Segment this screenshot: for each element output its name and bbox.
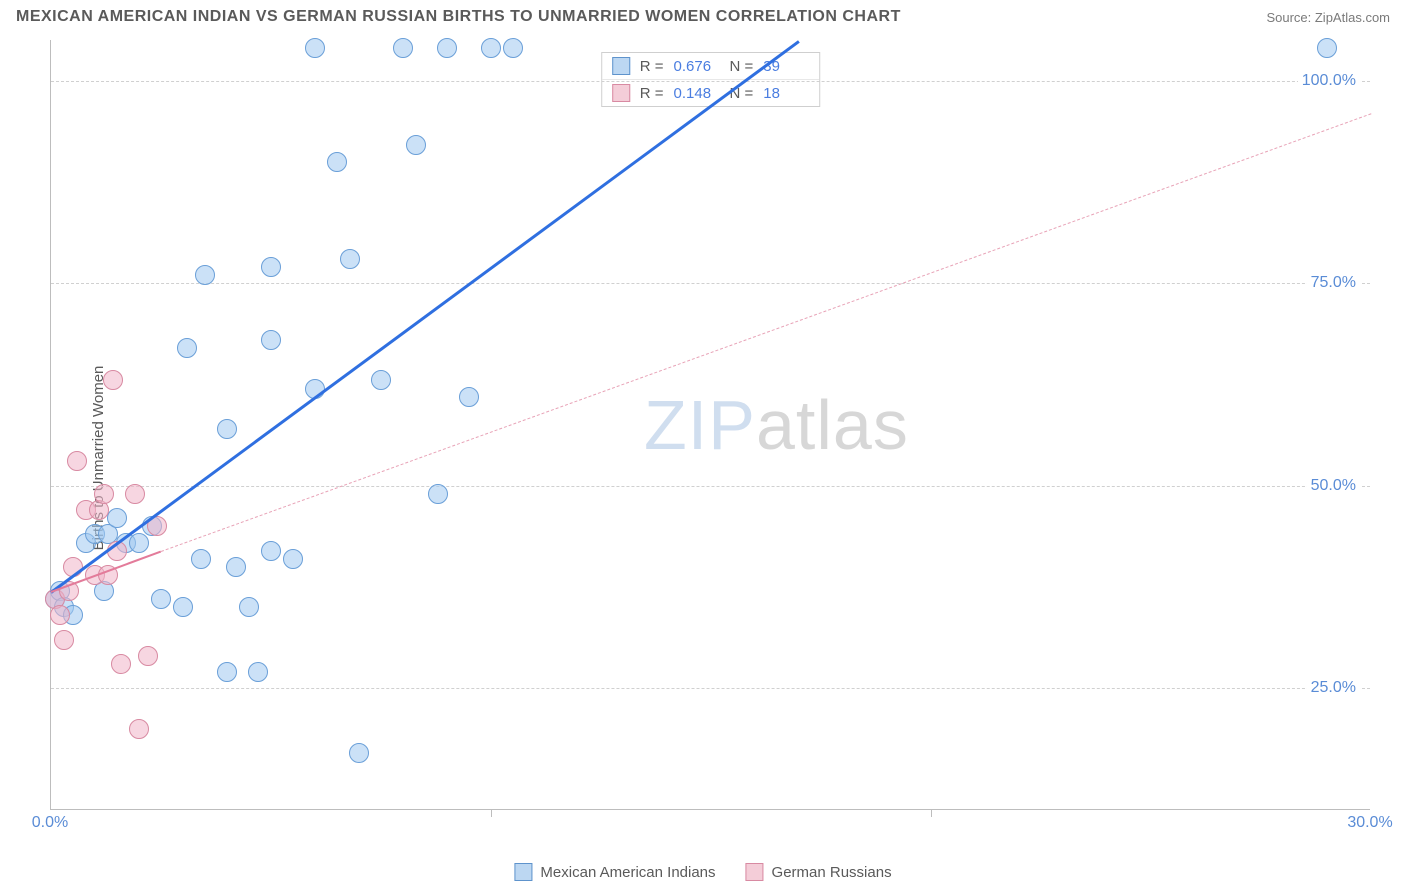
- r-value-series2: 0.148: [674, 85, 720, 102]
- scatter-point-series1: [191, 549, 211, 569]
- scatter-point-series2: [50, 605, 70, 625]
- grid-line-horizontal: [51, 283, 1370, 284]
- scatter-point-series2: [103, 370, 123, 390]
- scatter-point-series1: [481, 38, 501, 58]
- scatter-point-series1: [283, 549, 303, 569]
- scatter-point-series2: [54, 630, 74, 650]
- scatter-point-series1: [129, 533, 149, 553]
- scatter-point-series1: [217, 419, 237, 439]
- grid-line-horizontal: [51, 688, 1370, 689]
- scatter-point-series1: [459, 387, 479, 407]
- scatter-point-series2: [111, 654, 131, 674]
- scatter-point-series1: [217, 662, 237, 682]
- scatter-point-series1: [261, 541, 281, 561]
- scatter-point-series1: [393, 38, 413, 58]
- scatter-point-series2: [129, 719, 149, 739]
- r-label: R =: [640, 85, 664, 102]
- scatter-point-series1: [239, 597, 259, 617]
- x-tick-mark: [931, 809, 932, 817]
- scatter-point-series1: [261, 330, 281, 350]
- scatter-point-series1: [428, 484, 448, 504]
- chart-container: Births to Unmarried Women ZIPatlas R = 0…: [0, 30, 1406, 886]
- scatter-point-series1: [1317, 38, 1337, 58]
- watermark: ZIPatlas: [644, 385, 909, 465]
- grid-line-horizontal: [51, 81, 1370, 82]
- swatch-series1: [612, 57, 630, 75]
- n-label: N =: [730, 58, 754, 75]
- legend-swatch-series2: [746, 863, 764, 881]
- scatter-point-series2: [138, 646, 158, 666]
- scatter-point-series1: [340, 249, 360, 269]
- n-value-series2: 18: [763, 85, 809, 102]
- scatter-point-series1: [371, 370, 391, 390]
- grid-line-horizontal: [51, 486, 1370, 487]
- scatter-point-series1: [406, 135, 426, 155]
- scatter-point-series2: [67, 451, 87, 471]
- stats-row-series2: R = 0.148 N = 18: [602, 80, 820, 106]
- swatch-series2: [612, 84, 630, 102]
- bottom-legend: Mexican American Indians German Russians: [514, 863, 891, 881]
- scatter-point-series1: [248, 662, 268, 682]
- watermark-atlas: atlas: [756, 386, 909, 464]
- scatter-point-series1: [173, 597, 193, 617]
- legend-label-series1: Mexican American Indians: [540, 864, 715, 881]
- scatter-point-series1: [177, 338, 197, 358]
- x-tick-label: 0.0%: [32, 814, 68, 832]
- scatter-point-series1: [305, 38, 325, 58]
- scatter-point-series2: [125, 484, 145, 504]
- x-tick-mark: [491, 809, 492, 817]
- watermark-zip: ZIP: [644, 386, 756, 464]
- y-tick-label: 25.0%: [1307, 679, 1360, 697]
- r-label: R =: [640, 58, 664, 75]
- scatter-point-series1: [195, 265, 215, 285]
- scatter-point-series1: [226, 557, 246, 577]
- r-value-series1: 0.676: [674, 58, 720, 75]
- correlation-stats-box: R = 0.676 N = 39 R = 0.148 N = 18: [601, 52, 821, 107]
- scatter-point-series1: [349, 743, 369, 763]
- x-tick-label: 30.0%: [1347, 814, 1392, 832]
- source-attribution: Source: ZipAtlas.com: [1266, 10, 1390, 25]
- legend-label-series2: German Russians: [772, 864, 892, 881]
- scatter-point-series1: [327, 152, 347, 172]
- trend-line-series1: [50, 40, 800, 594]
- legend-item-series2: German Russians: [746, 863, 892, 881]
- legend-item-series1: Mexican American Indians: [514, 863, 715, 881]
- y-tick-label: 100.0%: [1298, 72, 1360, 90]
- scatter-point-series1: [107, 508, 127, 528]
- plot-area: ZIPatlas R = 0.676 N = 39 R = 0.148 N = …: [50, 40, 1370, 810]
- legend-swatch-series1: [514, 863, 532, 881]
- y-tick-label: 50.0%: [1307, 477, 1360, 495]
- scatter-point-series1: [503, 38, 523, 58]
- scatter-point-series1: [437, 38, 457, 58]
- chart-title: MEXICAN AMERICAN INDIAN VS GERMAN RUSSIA…: [16, 8, 901, 26]
- chart-header: MEXICAN AMERICAN INDIAN VS GERMAN RUSSIA…: [0, 0, 1406, 30]
- y-tick-label: 75.0%: [1307, 274, 1360, 292]
- scatter-point-series1: [261, 257, 281, 277]
- scatter-point-series2: [94, 484, 114, 504]
- stats-row-series1: R = 0.676 N = 39: [602, 53, 820, 80]
- scatter-point-series1: [151, 589, 171, 609]
